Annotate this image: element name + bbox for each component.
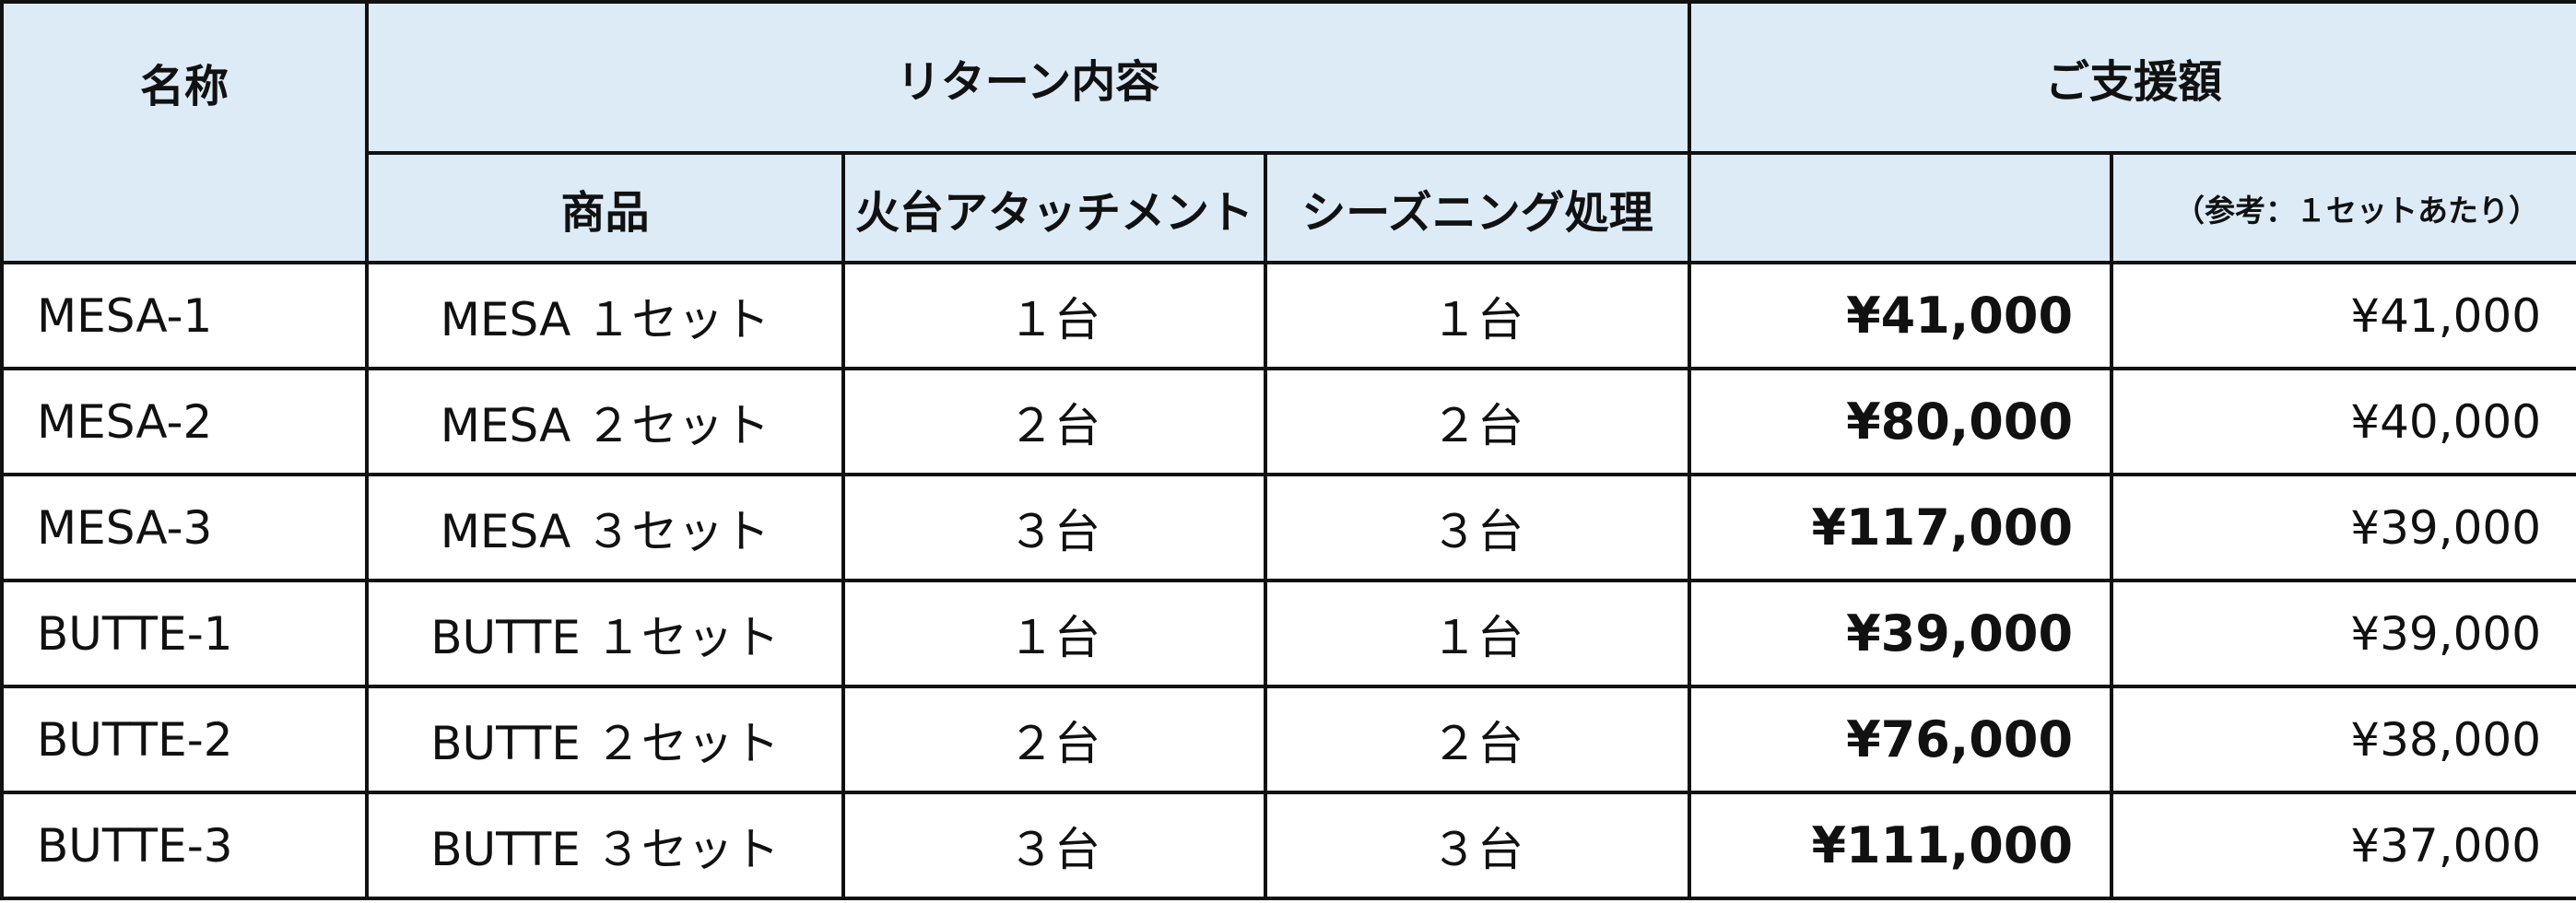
table-cell: BUTTE-2	[0, 685, 369, 794]
table-row: MESA-3 MESA ３セット ３台 ３台 ¥117,000 ¥39,000	[0, 473, 2576, 582]
table-row: BUTTE-2 BUTTE ２セット ２台 ２台 ¥76,000 ¥38,000	[0, 685, 2576, 794]
table-cell: ３台	[1263, 473, 1692, 582]
table-cell: ２台	[841, 367, 1267, 476]
table-cell: MESA-1	[0, 261, 369, 370]
table-cell: １台	[841, 261, 1267, 370]
table-cell: ¥39,000	[1688, 579, 2114, 688]
table-cell: ３台	[841, 473, 1267, 582]
table-row: BUTTE-1 BUTTE １セット １台 １台 ¥39,000 ¥39,000	[0, 579, 2576, 688]
table-cell: BUTTE ３セット	[365, 791, 845, 900]
header-cell	[1688, 153, 2114, 264]
table-cell: ¥38,000	[2110, 685, 2576, 794]
table-cell: ¥37,000	[2110, 791, 2576, 900]
table-cell: ３台	[841, 791, 1267, 900]
table-cell: MESA-2	[0, 367, 369, 476]
table-cell: ２台	[841, 685, 1267, 794]
table-cell: MESA １セット	[365, 261, 845, 370]
header-cell: シーズニング処理	[1263, 151, 1692, 264]
table-cell: ¥39,000	[2110, 579, 2576, 688]
table-cell: ¥40,000	[2110, 367, 2576, 476]
header-cell: 火台アタッチメント	[841, 151, 1267, 264]
header-cell: リターン内容	[364, 0, 1692, 155]
header-cell: ご支援額	[1688, 0, 2576, 155]
table-cell: ¥41,000	[2110, 261, 2576, 370]
table-cell: MESA-3	[0, 473, 369, 582]
table-cell: ¥111,000	[1688, 791, 2114, 900]
table-cell: １台	[841, 579, 1267, 688]
table-cell: ３台	[1263, 791, 1692, 900]
table-cell: MESA ２セット	[365, 367, 845, 476]
header-cell: （参考：１セットあたり）	[2110, 151, 2576, 264]
table-cell: ２台	[1263, 685, 1692, 794]
table-cell: BUTTE １セット	[365, 579, 845, 688]
table-cell: ¥39,000	[2110, 473, 2576, 582]
table-body: MESA-1 MESA １セット １台 １台 ¥41,000 ¥41,000 MESA-2 M…	[0, 261, 2576, 900]
table-row: MESA-2 MESA ２セット ２台 ２台 ¥80,000 ¥40,000	[0, 367, 2576, 476]
table-cell: MESA ３セット	[365, 473, 845, 582]
table-cell: ２台	[1263, 367, 1692, 476]
table-cell: BUTTE-3	[0, 791, 369, 900]
table-cell: ¥80,000	[1688, 367, 2114, 476]
table-cell: １台	[1263, 579, 1692, 688]
table-row: MESA-1 MESA １セット １台 １台 ¥41,000 ¥41,000	[0, 261, 2576, 370]
table-cell: １台	[1263, 261, 1692, 370]
table-cell: ¥41,000	[1688, 261, 2114, 370]
table-cell: ¥76,000	[1688, 685, 2114, 794]
table-row: BUTTE-3 BUTTE ３セット ３台 ３台 ¥111,000 ¥37,000	[0, 791, 2576, 900]
table-cell: BUTTE-1	[0, 579, 369, 688]
header-cell: 商品	[365, 151, 845, 264]
table-cell: BUTTE ２セット	[365, 685, 845, 794]
header-cell: 名称	[0, 0, 369, 264]
table-cell: ¥117,000	[1688, 473, 2114, 582]
